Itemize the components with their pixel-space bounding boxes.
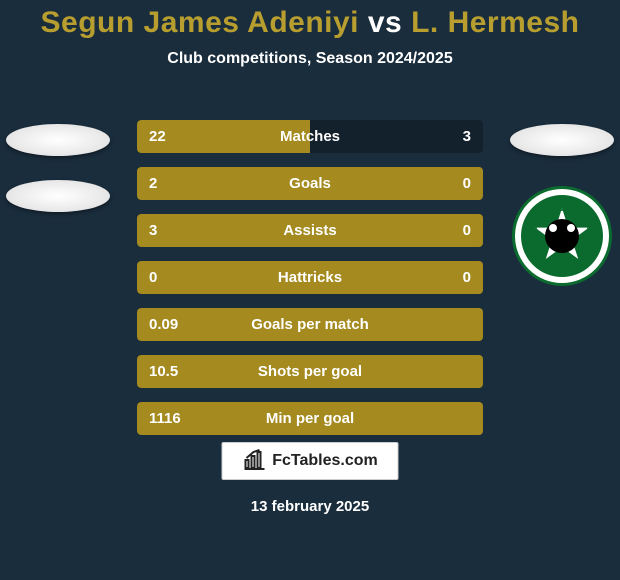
stat-row: 3 Assists 0 bbox=[137, 214, 483, 247]
stat-value-right: 0 bbox=[463, 175, 471, 192]
chart-icon bbox=[242, 447, 266, 476]
stat-row: 1116 Min per goal bbox=[137, 402, 483, 435]
stat-value-right: 0 bbox=[463, 222, 471, 239]
stat-value-left: 22 bbox=[149, 128, 166, 145]
brand-badge: FcTables.com bbox=[222, 442, 399, 480]
left-logos bbox=[6, 124, 110, 212]
page: Segun James Adeniyi vs L. Hermesh Club c… bbox=[0, 0, 620, 580]
club-logo-placeholder-icon bbox=[6, 180, 110, 212]
date-text: 13 february 2025 bbox=[0, 498, 620, 515]
comparison-rows: 22 Matches 3 2 Goals 0 3 Assists 0 0 Hattricks 0 0.0… bbox=[137, 120, 483, 435]
stat-value-left: 2 bbox=[149, 175, 157, 192]
title-vs: vs bbox=[368, 6, 402, 39]
club-logo-placeholder-icon bbox=[510, 124, 614, 156]
stat-value-right: 0 bbox=[463, 269, 471, 286]
right-logos bbox=[510, 124, 614, 286]
stat-label: Min per goal bbox=[266, 410, 354, 427]
stat-value-left: 0 bbox=[149, 269, 157, 286]
stat-value-left: 1116 bbox=[149, 410, 181, 427]
title-player-left: Segun James Adeniyi bbox=[41, 6, 360, 39]
club-logo-placeholder-icon bbox=[6, 124, 110, 156]
stat-label: Goals bbox=[289, 175, 331, 192]
stat-value-left: 10.5 bbox=[149, 363, 178, 380]
stat-value-left: 3 bbox=[149, 222, 157, 239]
stat-row: 0 Hattricks 0 bbox=[137, 261, 483, 294]
stat-label: Goals per match bbox=[251, 316, 369, 333]
stat-value-left: 0.09 bbox=[149, 316, 178, 333]
stat-row: 0.09 Goals per match bbox=[137, 308, 483, 341]
stat-row: 10.5 Shots per goal bbox=[137, 355, 483, 388]
title-player-right: L. Hermesh bbox=[411, 6, 579, 39]
brand-text: FcTables.com bbox=[272, 452, 378, 470]
stat-row: 2 Goals 0 bbox=[137, 167, 483, 200]
maccabi-haifa-logo-icon bbox=[512, 186, 612, 286]
subtitle: Club competitions, Season 2024/2025 bbox=[0, 50, 620, 68]
stat-label: Matches bbox=[280, 128, 340, 145]
stat-row: 22 Matches 3 bbox=[137, 120, 483, 153]
stat-label: Shots per goal bbox=[258, 363, 362, 380]
stat-label: Hattricks bbox=[278, 269, 342, 286]
stat-value-right: 3 bbox=[463, 128, 471, 145]
stat-label: Assists bbox=[283, 222, 336, 239]
page-title: Segun James Adeniyi vs L. Hermesh bbox=[0, 0, 620, 40]
